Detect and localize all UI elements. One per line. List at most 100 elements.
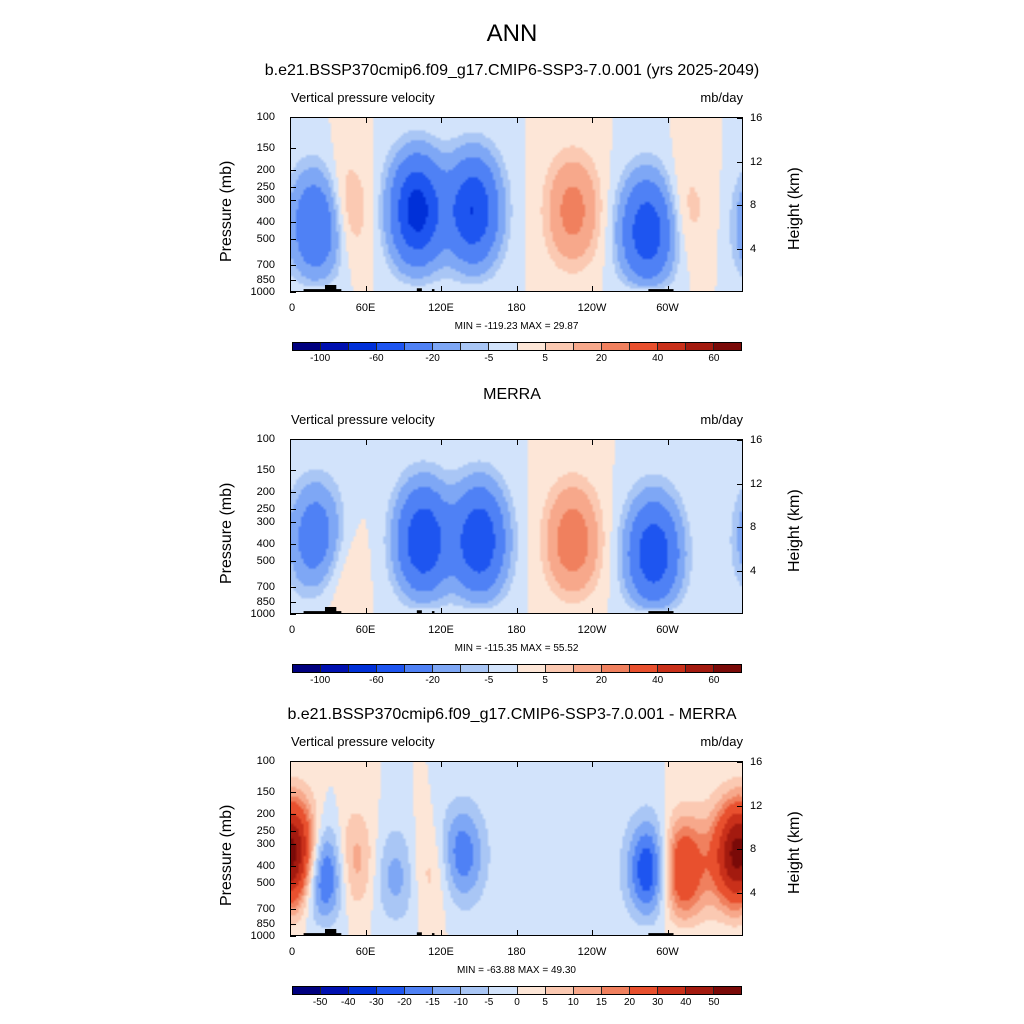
min-max-stats: MIN = -119.23 MAX = 29.87 <box>454 321 579 332</box>
colorbar-swatch <box>601 343 630 350</box>
colorbar-swatch <box>657 987 686 994</box>
height-tick-label: 8 <box>750 199 757 212</box>
topography-mask <box>416 932 422 935</box>
colorbar-label: 30 <box>652 997 664 1008</box>
pressure-tick-mark <box>290 491 296 493</box>
colorbar-swatch <box>685 343 714 350</box>
pressure-tick-mark <box>290 908 296 910</box>
longitude-tick-label: 180 <box>507 302 526 314</box>
longitude-tick-mark <box>365 608 367 614</box>
colorbar-swatch <box>657 665 686 672</box>
height-tick-label: 8 <box>750 843 757 856</box>
pressure-tick-label: 850 <box>256 273 275 286</box>
pressure-tick-label: 1000 <box>250 930 275 942</box>
longitude-tick-mark-top <box>667 439 669 445</box>
topography-mask <box>303 289 342 291</box>
height-tick-label: 12 <box>750 799 763 812</box>
longitude-tick-label: 180 <box>507 624 526 636</box>
height-tick-label: 4 <box>750 564 757 577</box>
pressure-tick-mark <box>290 169 296 171</box>
colorbar-label: -30 <box>369 997 384 1008</box>
topography-mask <box>431 611 435 613</box>
colorbar-label: -100 <box>310 353 331 364</box>
longitude-tick-mark-top <box>592 761 593 767</box>
colorbar-label: 5 <box>542 675 548 686</box>
panel-title: MERRA <box>483 386 541 403</box>
longitude-tick-label: 60W <box>656 946 679 958</box>
topography-mask <box>324 606 337 613</box>
pressure-tick-mark <box>290 292 296 293</box>
pressure-tick-label: 400 <box>256 216 275 229</box>
colorbar-swatch <box>489 343 518 350</box>
colorbar-label: 60 <box>708 675 720 686</box>
longitude-tick-mark-top <box>441 117 442 123</box>
colorbar-label: -5 <box>484 997 494 1008</box>
pressure-tick-mark <box>290 923 296 925</box>
colorbar-swatch <box>629 665 658 672</box>
longitude-tick-mark-top <box>290 439 291 445</box>
pressure-tick-label: 700 <box>256 580 275 593</box>
height-tick-mark <box>737 570 743 572</box>
pressure-tick-label: 1000 <box>250 286 275 298</box>
longitude-tick-mark <box>516 930 518 936</box>
pressure-tick-label: 700 <box>256 258 275 271</box>
colorbar-swatch <box>601 987 630 994</box>
pressure-tick-mark <box>290 186 296 188</box>
colorbar-label: -20 <box>397 997 412 1008</box>
colorbar-swatch <box>377 343 406 350</box>
longitude-tick-mark-top <box>516 117 518 123</box>
longitude-tick-mark <box>592 608 593 614</box>
colorbar-swatch <box>545 343 574 350</box>
pressure-tick-label: 300 <box>256 194 275 207</box>
colorbar-swatch <box>293 987 322 994</box>
figure-title: ANN <box>486 20 538 47</box>
colorbar-swatch <box>405 665 434 672</box>
colorbar-label: 15 <box>595 997 607 1008</box>
longitude-tick-label: 120W <box>577 946 607 958</box>
topography-mask <box>648 611 674 613</box>
height-tick-mark <box>737 161 743 163</box>
plot-area <box>290 761 743 936</box>
y-axis-label: Pressure (mb) <box>218 160 235 262</box>
pressure-tick-mark <box>290 614 296 615</box>
field-name-label: Vertical pressure velocity <box>291 412 435 427</box>
pressure-tick-label: 150 <box>256 141 275 154</box>
height-tick-mark <box>737 892 743 894</box>
longitude-tick-mark-top <box>365 761 367 767</box>
colorbar-label: 10 <box>567 997 579 1008</box>
colorbar-swatch <box>321 987 350 994</box>
colorbar-swatch <box>377 987 406 994</box>
colorbar-label: 5 <box>542 997 548 1008</box>
pressure-tick-mark <box>290 522 296 524</box>
colorbar-swatch <box>573 987 602 994</box>
topography-mask <box>416 610 422 613</box>
colorbar-swatch <box>601 665 630 672</box>
colorbar-swatch <box>573 343 602 350</box>
colorbar-swatch <box>433 665 462 672</box>
height-tick-mark <box>737 440 743 442</box>
colorbar-swatch <box>517 343 546 350</box>
longitude-tick-label: 120W <box>577 624 607 636</box>
plot-overlay <box>303 928 674 935</box>
topography-mask <box>303 933 342 935</box>
height-tick-label: 12 <box>750 155 763 168</box>
pressure-tick-label: 300 <box>256 838 275 851</box>
height-tick-mark <box>737 527 743 529</box>
colorbar-swatch <box>713 343 741 350</box>
colorbar-swatch <box>713 987 741 994</box>
topography-mask <box>648 933 674 935</box>
colorbar-swatch <box>713 665 741 672</box>
topography-mask <box>416 288 422 291</box>
y-axis-label: Pressure (mb) <box>218 804 235 906</box>
longitude-tick-mark-top <box>592 117 593 123</box>
colorbar-swatch <box>461 665 490 672</box>
colorbar-swatch <box>685 987 714 994</box>
longitude-tick-label: 0 <box>288 946 296 958</box>
pressure-tick-mark <box>290 469 296 471</box>
height-tick-mark <box>737 118 743 120</box>
longitude-tick-label: 60E <box>355 624 376 636</box>
colorbar-label: 50 <box>708 997 720 1008</box>
longitude-tick-label: 60E <box>355 946 376 958</box>
pressure-tick-mark <box>290 222 296 224</box>
colorbar-label: 0 <box>514 997 520 1008</box>
